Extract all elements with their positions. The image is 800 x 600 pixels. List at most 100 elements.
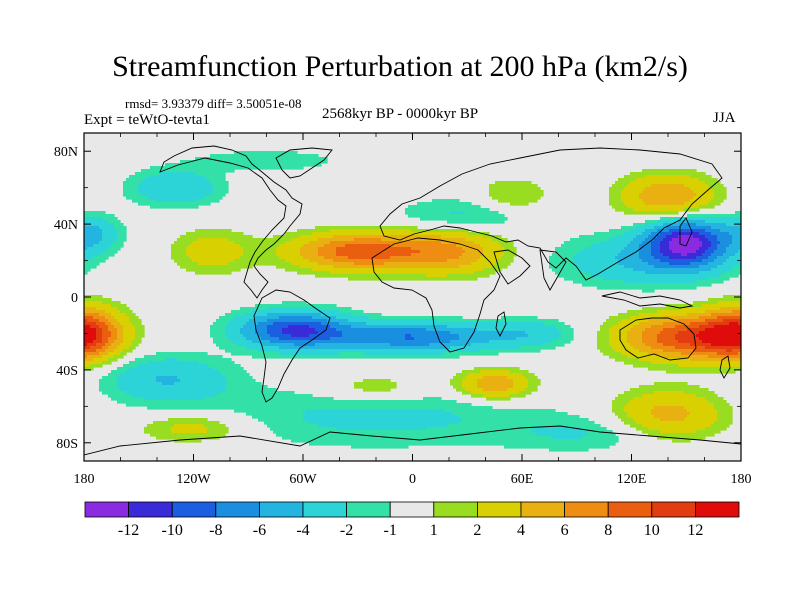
contour-cell: [732, 268, 741, 272]
contour-cell: [282, 328, 316, 332]
contour-cell: [726, 223, 741, 227]
contour-cell: [453, 412, 568, 416]
colorbar-label: 1: [430, 522, 438, 539]
contour-cell: [480, 349, 541, 353]
contour-cell: [639, 256, 655, 260]
contour-cell: [330, 229, 412, 233]
contour-cell: [141, 181, 211, 185]
contour-cell: [717, 352, 739, 356]
contour-cell: [528, 382, 541, 386]
contour-cell: [282, 301, 307, 305]
contour-cell: [477, 379, 514, 383]
contour-cell: [267, 328, 283, 332]
contour-cell: [624, 175, 646, 179]
contour-cell: [84, 319, 88, 323]
contour-cell: [453, 385, 463, 389]
contour-cell: [339, 310, 364, 314]
contour-cell: [195, 271, 232, 275]
contour-cell: [108, 394, 133, 398]
contour-cell: [738, 250, 741, 254]
contour-cell: [282, 331, 319, 335]
contour-cell: [654, 382, 688, 386]
colorbar-swatch: [84, 501, 129, 518]
contour-cell: [681, 253, 688, 257]
contour-cell: [477, 259, 499, 263]
contour-cell: [468, 232, 490, 236]
colorbar-swatch: [215, 501, 260, 518]
contour-cell: [303, 244, 325, 248]
contour-cell: [657, 235, 667, 239]
contour-cell: [141, 169, 235, 173]
contour-cell: [675, 217, 741, 221]
contour-cell: [711, 253, 724, 257]
contour-cell: [657, 340, 679, 344]
contour-cell: [654, 256, 670, 260]
contour-cell: [663, 223, 682, 227]
contour-cell: [84, 301, 103, 305]
contour-cell: [84, 214, 115, 218]
contour-cell: [234, 241, 286, 245]
contour-cell: [549, 448, 589, 452]
colorbar-swatch: [171, 501, 217, 518]
contour-cell: [219, 346, 247, 350]
contour-cell: [666, 370, 736, 374]
contour-cell: [354, 262, 385, 266]
contour-cell: [126, 313, 136, 317]
contour-cell: [651, 241, 661, 245]
contour-cell: [717, 415, 733, 419]
contour-cell: [630, 181, 706, 185]
contour-cell: [84, 229, 103, 233]
contour-cell: [333, 265, 460, 269]
contour-cell: [609, 355, 628, 359]
contour-cell: [618, 322, 640, 326]
contour-cell: [228, 238, 292, 242]
contour-cell: [228, 322, 247, 326]
contour-cell: [573, 259, 619, 263]
contour-cell: [651, 247, 661, 251]
contour-cell: [498, 241, 514, 245]
contour-cell: [462, 382, 478, 386]
contour-cell: [114, 340, 124, 344]
contour-cell: [624, 391, 655, 395]
contour-cell: [336, 427, 427, 431]
contour-cell: [174, 241, 193, 245]
contour-cell: [624, 421, 637, 425]
contour-cell: [726, 259, 741, 263]
contour-cell: [597, 334, 610, 338]
contour-cell: [612, 205, 628, 209]
contour-cell: [483, 253, 505, 257]
contour-cell: [651, 232, 661, 236]
contour-cell: [84, 262, 100, 266]
contour-cell: [483, 394, 511, 398]
contour-cell: [225, 376, 253, 380]
contour-cell: [465, 376, 484, 380]
contour-cell: [738, 322, 741, 326]
contour-cell: [117, 337, 124, 341]
contour-cell: [96, 334, 103, 338]
contour-cell: [111, 343, 121, 347]
contour-cell: [531, 430, 586, 434]
contour-cell: [483, 376, 508, 380]
contour-cell: [510, 394, 526, 398]
contour-cell: [717, 256, 730, 260]
contour-cell: [447, 259, 478, 263]
x-tick-label: 0: [409, 472, 416, 487]
contour-cell: [210, 181, 229, 185]
contour-cell: [111, 322, 121, 326]
coastline-north-america: [159, 145, 303, 299]
contour-cell: [126, 178, 145, 182]
contour-cell: [258, 322, 274, 326]
contour-cell: [123, 349, 133, 353]
contour-cell: [102, 229, 118, 233]
contour-cell: [717, 412, 733, 416]
contour-cell: [108, 319, 118, 323]
contour-cell: [123, 325, 136, 329]
contour-cell: [579, 250, 622, 254]
colorbar-swatch: [433, 501, 478, 518]
contour-cell: [252, 355, 460, 359]
contour-cell: [234, 151, 298, 155]
contour-cell: [111, 304, 127, 308]
contour-cell: [174, 439, 202, 443]
contour-cell: [285, 259, 310, 263]
contour-cell: [705, 346, 741, 350]
